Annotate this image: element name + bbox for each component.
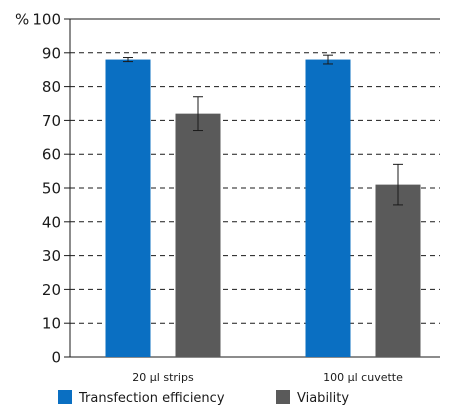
y-tick-label-70: 70 [42,112,61,130]
bar-viability-1 [375,184,421,357]
y-tick-label-50: 50 [42,180,61,198]
y-tick-label-0: 0 [51,349,61,367]
legend-swatch-transfection [58,390,72,404]
legend-label-transfection: Transfection efficiency [78,391,225,406]
y-axis: 0 10 20 30 40 50 60 70 80 90 100% [15,11,71,367]
y-tick-label-80: 80 [42,78,61,96]
legend-swatch-viability [276,390,290,404]
x-category-label-1: 100 µl cuvette [323,371,403,384]
y-tick-label-30: 30 [42,247,61,265]
bars [105,54,421,358]
y-tick-label-10: 10 [42,315,61,333]
legend-label-viability: Viability [297,391,349,406]
bar-transfection-0 [105,59,151,358]
y-tick-label-100: 100 [32,11,61,29]
y-tick-label-60: 60 [42,146,61,164]
y-tick-label-40: 40 [42,213,61,231]
bar-transfection-1 [305,59,351,358]
legend: Transfection efficiency Viability [58,390,349,406]
bar-viability-0 [175,113,221,357]
y-tick-label-90: 90 [42,44,61,62]
x-category-label-0: 20 µl strips [132,371,194,384]
x-axis-labels: 20 µl strips 100 µl cuvette [132,371,403,384]
y-tick-label-20: 20 [42,281,61,299]
y-axis-unit: % [15,11,29,29]
